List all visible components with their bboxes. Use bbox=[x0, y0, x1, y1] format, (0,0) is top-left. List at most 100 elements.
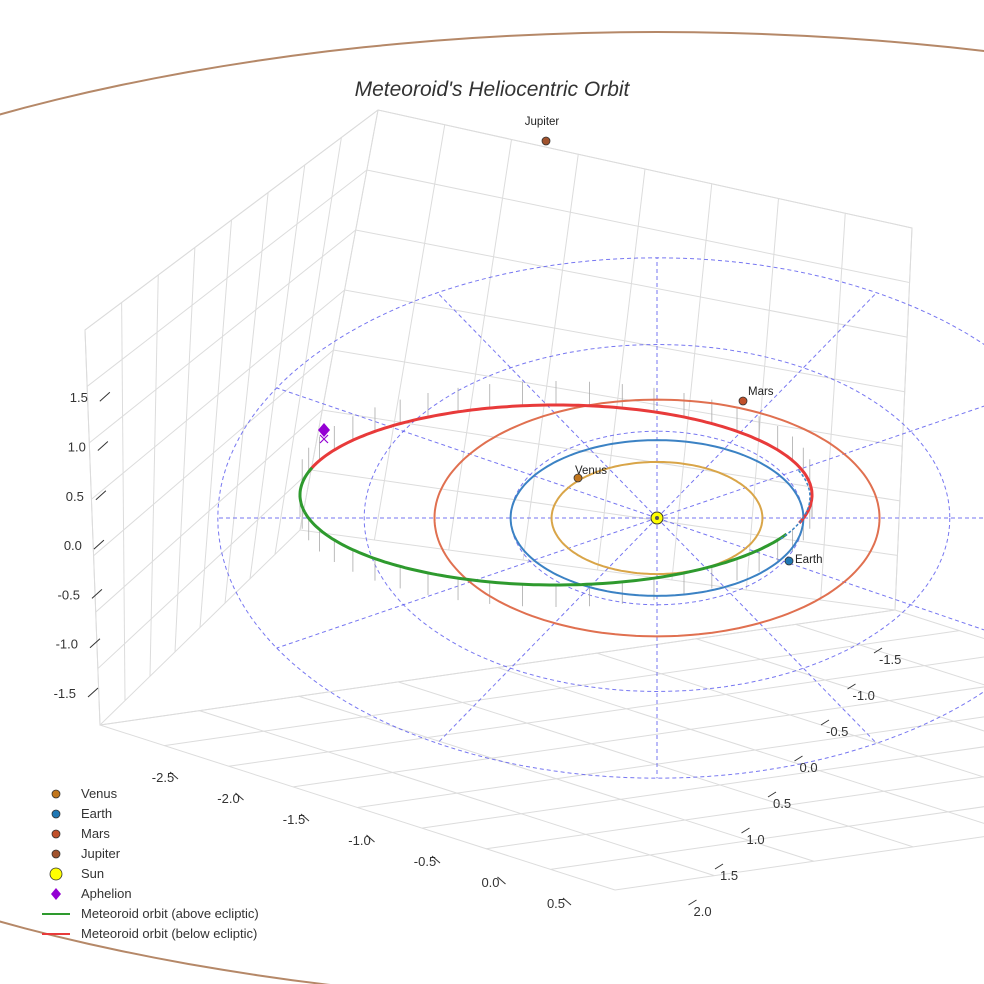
y-tick-mark bbox=[873, 647, 883, 654]
legend-label: Sun bbox=[81, 866, 104, 881]
grid-line bbox=[99, 529, 896, 726]
ecliptic-grid bbox=[217, 257, 984, 779]
legend-label: Jupiter bbox=[81, 846, 121, 861]
y-tick-mark bbox=[767, 791, 777, 798]
y-tick-label: 1.0 bbox=[747, 832, 765, 847]
x-tick-mark bbox=[169, 771, 179, 780]
ecliptic-spoke bbox=[276, 517, 658, 649]
grid-line bbox=[164, 630, 960, 747]
grid-line bbox=[274, 137, 342, 555]
y-tick-label: 2.0 bbox=[694, 904, 712, 919]
orbit-mars bbox=[433, 398, 881, 638]
x-tick-label: -1.5 bbox=[283, 812, 305, 827]
x-tick-label: -0.5 bbox=[414, 854, 436, 869]
y-tick-mark bbox=[847, 683, 856, 690]
z-tick-mark bbox=[99, 391, 111, 402]
y-tick-label: -1.5 bbox=[879, 652, 901, 667]
x-tick-mark bbox=[235, 792, 244, 801]
planet-jupiter bbox=[541, 136, 551, 146]
aphelion-projection bbox=[319, 434, 329, 444]
y-tick-label: 0.0 bbox=[800, 760, 818, 775]
orbit-earth bbox=[509, 439, 805, 597]
grid-line bbox=[84, 109, 913, 331]
axes-grid bbox=[84, 109, 984, 891]
drop-lines bbox=[299, 381, 813, 607]
x-tick-label: -2.0 bbox=[217, 791, 239, 806]
grid-line bbox=[357, 716, 984, 808]
sun-core bbox=[655, 516, 659, 520]
aphelion-marker bbox=[318, 423, 330, 437]
grid-line bbox=[224, 192, 269, 604]
label-earth: Earth bbox=[795, 554, 823, 566]
ecliptic-spoke bbox=[276, 387, 658, 519]
grid-line bbox=[299, 109, 379, 531]
z-tick-mark bbox=[95, 490, 107, 501]
grid-line bbox=[614, 836, 984, 891]
y-tick-mark bbox=[820, 719, 830, 726]
grid-line bbox=[894, 609, 984, 640]
y-tick-mark bbox=[688, 899, 697, 906]
grid-line bbox=[121, 302, 126, 701]
z-tick-label: 1.5 bbox=[70, 390, 88, 405]
legend-label: Mars bbox=[81, 826, 110, 841]
y-tick-label: -0.5 bbox=[826, 724, 848, 739]
legend-diamond bbox=[51, 888, 61, 900]
box-outline bbox=[84, 109, 913, 726]
ecliptic-ring bbox=[363, 343, 951, 693]
grid-line bbox=[86, 169, 910, 387]
axis-ticks: -1.5 -1.0 -0.5 0.0 0.5 1.0 1.5 -2.5 -2.0 -1.5 -1.0… bbox=[54, 390, 902, 919]
chart-title: Meteoroid's Heliocentric Orbit bbox=[355, 78, 631, 101]
x-tick-label: -1.0 bbox=[348, 833, 370, 848]
z-tick-mark bbox=[97, 441, 109, 451]
x-tick-mark bbox=[431, 855, 441, 864]
grid-line bbox=[486, 776, 984, 850]
legend: Venus Earth Mars Jupiter Sun Aphelion Meteoroi… bbox=[42, 786, 259, 941]
grid-line bbox=[373, 124, 446, 541]
ecliptic-spoke bbox=[656, 517, 984, 631]
grid-line bbox=[448, 139, 512, 551]
grid-line bbox=[795, 623, 984, 686]
x-tick-label: 0.5 bbox=[547, 896, 565, 911]
z-tick-label: 1.0 bbox=[68, 440, 86, 455]
z-tick-mark bbox=[89, 638, 101, 649]
grid-line bbox=[91, 289, 905, 500]
legend-marker bbox=[51, 789, 61, 799]
y-tick-mark bbox=[741, 827, 750, 834]
grid-line bbox=[199, 219, 232, 628]
grid-line bbox=[97, 469, 898, 669]
orbit-jupiter bbox=[0, 30, 984, 984]
y-tick-mark bbox=[714, 863, 724, 870]
grid-line bbox=[597, 168, 646, 571]
x-tick-label: 0.0 bbox=[481, 875, 499, 890]
meteoroid-orbit bbox=[298, 403, 814, 587]
legend-marker bbox=[51, 809, 61, 819]
legend-label: Aphelion bbox=[81, 886, 132, 901]
z-tick-mark bbox=[93, 539, 105, 550]
z-tick-label: -1.5 bbox=[54, 686, 76, 701]
grid-line bbox=[522, 154, 579, 561]
z-tick-label: -1.0 bbox=[56, 637, 78, 652]
legend-label: Venus bbox=[81, 786, 118, 801]
grid-line bbox=[95, 409, 900, 613]
legend-label: Earth bbox=[81, 806, 112, 821]
grid-line bbox=[149, 274, 159, 677]
grid-line bbox=[249, 164, 306, 579]
z-tick-mark bbox=[87, 687, 99, 698]
ecliptic-spoke bbox=[656, 405, 984, 519]
bodies: Venus Earth Mars Jupiter bbox=[318, 116, 823, 566]
grid-line bbox=[84, 329, 101, 726]
label-mars: Mars bbox=[748, 386, 774, 398]
label-venus: Venus bbox=[575, 465, 607, 477]
orbit-above-ecliptic bbox=[303, 511, 788, 587]
grid-line bbox=[93, 349, 903, 557]
x-tick-mark bbox=[562, 897, 572, 906]
grid-line bbox=[820, 213, 846, 601]
legend-marker bbox=[51, 849, 61, 859]
x-tick-mark bbox=[300, 813, 310, 822]
x-tick-label: -2.5 bbox=[152, 770, 174, 785]
grid-line bbox=[596, 652, 984, 778]
planet-mars bbox=[738, 396, 748, 406]
grid-line bbox=[550, 806, 984, 870]
ecliptic-spoke bbox=[437, 517, 658, 744]
